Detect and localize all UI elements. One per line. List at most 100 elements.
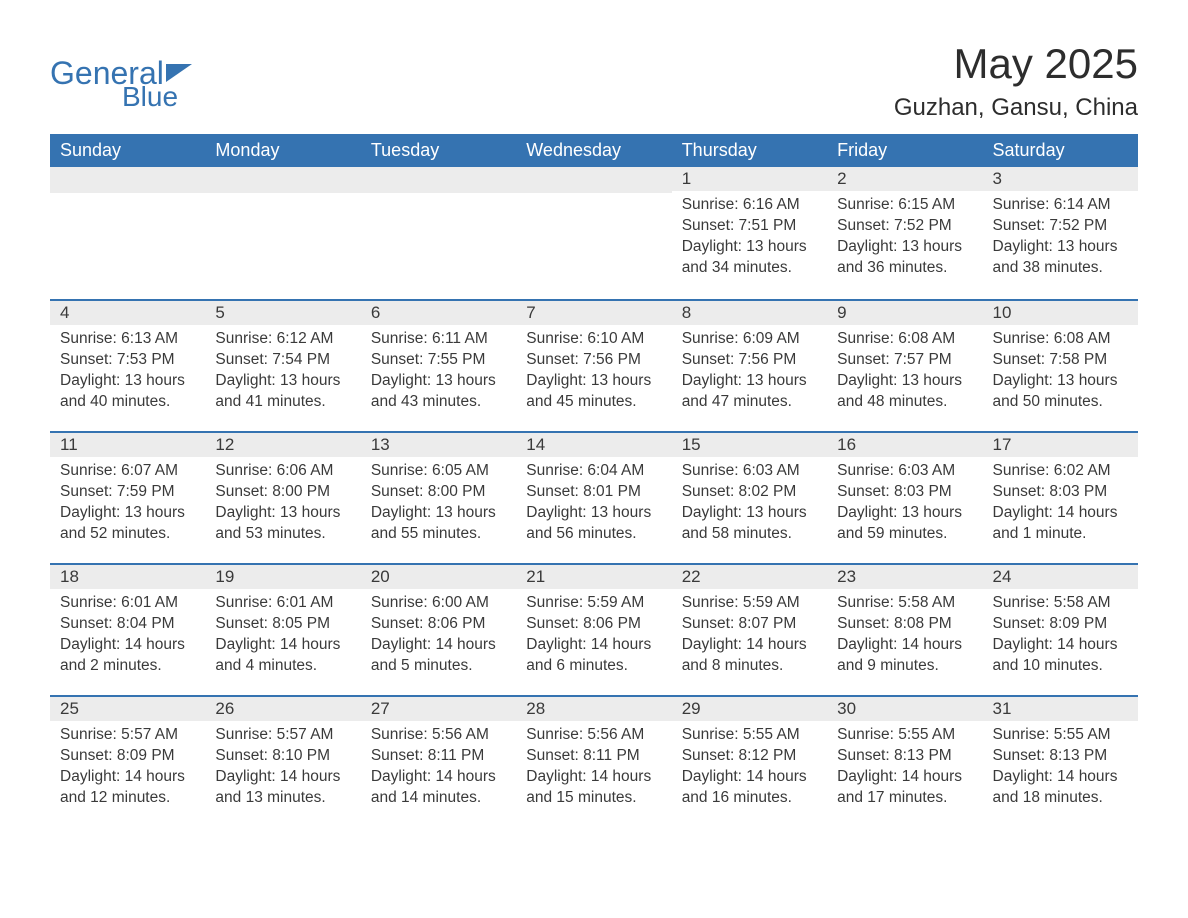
- day-number: 20: [361, 563, 516, 589]
- day-number: 16: [827, 431, 982, 457]
- sunset-text: Sunset: 7:56 PM: [526, 350, 661, 371]
- day-body: Sunrise: 6:02 AMSunset: 8:03 PMDaylight:…: [983, 457, 1138, 551]
- sunrise-text: Sunrise: 6:03 AM: [837, 461, 972, 482]
- day-cell: 19Sunrise: 6:01 AMSunset: 8:05 PMDayligh…: [205, 563, 360, 695]
- week-row: 1Sunrise: 6:16 AMSunset: 7:51 PMDaylight…: [50, 167, 1138, 299]
- sunrise-text: Sunrise: 6:06 AM: [215, 461, 350, 482]
- day-header: Monday: [205, 134, 360, 167]
- day-number: 15: [672, 431, 827, 457]
- day-cell: 3Sunrise: 6:14 AMSunset: 7:52 PMDaylight…: [983, 167, 1138, 299]
- sunset-text: Sunset: 7:57 PM: [837, 350, 972, 371]
- day-header: Tuesday: [361, 134, 516, 167]
- sunset-text: Sunset: 8:00 PM: [215, 482, 350, 503]
- sunrise-text: Sunrise: 6:00 AM: [371, 593, 506, 614]
- day-body: Sunrise: 6:07 AMSunset: 7:59 PMDaylight:…: [50, 457, 205, 551]
- sunset-text: Sunset: 7:55 PM: [371, 350, 506, 371]
- day-body: Sunrise: 6:08 AMSunset: 7:58 PMDaylight:…: [983, 325, 1138, 419]
- day-cell: 12Sunrise: 6:06 AMSunset: 8:00 PMDayligh…: [205, 431, 360, 563]
- sunrise-text: Sunrise: 6:16 AM: [682, 195, 817, 216]
- day-cell: [516, 167, 671, 299]
- daylight-text: Daylight: 13 hours and 36 minutes.: [837, 237, 972, 279]
- empty-day-header: [516, 167, 671, 193]
- calendar-body: 1Sunrise: 6:16 AMSunset: 7:51 PMDaylight…: [50, 167, 1138, 827]
- sunrise-text: Sunrise: 6:04 AM: [526, 461, 661, 482]
- sunset-text: Sunset: 7:51 PM: [682, 216, 817, 237]
- day-number: 11: [50, 431, 205, 457]
- day-number: 13: [361, 431, 516, 457]
- daylight-text: Daylight: 13 hours and 56 minutes.: [526, 503, 661, 545]
- day-cell: 11Sunrise: 6:07 AMSunset: 7:59 PMDayligh…: [50, 431, 205, 563]
- day-body: Sunrise: 6:08 AMSunset: 7:57 PMDaylight:…: [827, 325, 982, 419]
- month-title: May 2025: [894, 40, 1138, 88]
- sunrise-text: Sunrise: 6:08 AM: [837, 329, 972, 350]
- daylight-text: Daylight: 14 hours and 2 minutes.: [60, 635, 195, 677]
- header: General Blue May 2025 Guzhan, Gansu, Chi…: [50, 40, 1138, 122]
- day-body: Sunrise: 6:16 AMSunset: 7:51 PMDaylight:…: [672, 191, 827, 285]
- daylight-text: Daylight: 14 hours and 12 minutes.: [60, 767, 195, 809]
- sunset-text: Sunset: 8:09 PM: [993, 614, 1128, 635]
- day-cell: 18Sunrise: 6:01 AMSunset: 8:04 PMDayligh…: [50, 563, 205, 695]
- day-cell: [50, 167, 205, 299]
- sunset-text: Sunset: 8:13 PM: [993, 746, 1128, 767]
- calendar-table: SundayMondayTuesdayWednesdayThursdayFrid…: [50, 134, 1138, 827]
- daylight-text: Daylight: 14 hours and 8 minutes.: [682, 635, 817, 677]
- day-header: Sunday: [50, 134, 205, 167]
- day-cell: 21Sunrise: 5:59 AMSunset: 8:06 PMDayligh…: [516, 563, 671, 695]
- sunset-text: Sunset: 7:52 PM: [993, 216, 1128, 237]
- sunrise-text: Sunrise: 6:14 AM: [993, 195, 1128, 216]
- daylight-text: Daylight: 14 hours and 1 minute.: [993, 503, 1128, 545]
- day-body: Sunrise: 5:59 AMSunset: 8:07 PMDaylight:…: [672, 589, 827, 683]
- day-body: Sunrise: 6:04 AMSunset: 8:01 PMDaylight:…: [516, 457, 671, 551]
- day-number: 30: [827, 695, 982, 721]
- day-cell: 15Sunrise: 6:03 AMSunset: 8:02 PMDayligh…: [672, 431, 827, 563]
- day-number: 25: [50, 695, 205, 721]
- sunset-text: Sunset: 8:03 PM: [837, 482, 972, 503]
- day-header: Thursday: [672, 134, 827, 167]
- sunrise-text: Sunrise: 5:57 AM: [60, 725, 195, 746]
- daylight-text: Daylight: 14 hours and 13 minutes.: [215, 767, 350, 809]
- day-body: Sunrise: 6:03 AMSunset: 8:03 PMDaylight:…: [827, 457, 982, 551]
- day-number: 2: [827, 167, 982, 191]
- sunrise-text: Sunrise: 5:55 AM: [837, 725, 972, 746]
- day-cell: 25Sunrise: 5:57 AMSunset: 8:09 PMDayligh…: [50, 695, 205, 827]
- day-header: Friday: [827, 134, 982, 167]
- sunrise-text: Sunrise: 6:12 AM: [215, 329, 350, 350]
- day-body: Sunrise: 5:56 AMSunset: 8:11 PMDaylight:…: [361, 721, 516, 815]
- day-number: 19: [205, 563, 360, 589]
- logo-triangle-icon: [166, 64, 192, 82]
- day-number: 27: [361, 695, 516, 721]
- sunrise-text: Sunrise: 5:56 AM: [526, 725, 661, 746]
- day-header: Wednesday: [516, 134, 671, 167]
- day-cell: 30Sunrise: 5:55 AMSunset: 8:13 PMDayligh…: [827, 695, 982, 827]
- sunset-text: Sunset: 8:10 PM: [215, 746, 350, 767]
- sunset-text: Sunset: 7:53 PM: [60, 350, 195, 371]
- daylight-text: Daylight: 14 hours and 5 minutes.: [371, 635, 506, 677]
- daylight-text: Daylight: 14 hours and 17 minutes.: [837, 767, 972, 809]
- day-header-row: SundayMondayTuesdayWednesdayThursdayFrid…: [50, 134, 1138, 167]
- day-number: 4: [50, 299, 205, 325]
- day-cell: 27Sunrise: 5:56 AMSunset: 8:11 PMDayligh…: [361, 695, 516, 827]
- sunrise-text: Sunrise: 6:05 AM: [371, 461, 506, 482]
- day-body: Sunrise: 5:55 AMSunset: 8:13 PMDaylight:…: [983, 721, 1138, 815]
- daylight-text: Daylight: 14 hours and 18 minutes.: [993, 767, 1128, 809]
- sunset-text: Sunset: 8:06 PM: [526, 614, 661, 635]
- sunrise-text: Sunrise: 5:55 AM: [993, 725, 1128, 746]
- sunset-text: Sunset: 8:01 PM: [526, 482, 661, 503]
- day-body: Sunrise: 5:58 AMSunset: 8:09 PMDaylight:…: [983, 589, 1138, 683]
- daylight-text: Daylight: 14 hours and 6 minutes.: [526, 635, 661, 677]
- empty-day-header: [205, 167, 360, 193]
- sunset-text: Sunset: 8:04 PM: [60, 614, 195, 635]
- day-number: 9: [827, 299, 982, 325]
- sunrise-text: Sunrise: 6:10 AM: [526, 329, 661, 350]
- daylight-text: Daylight: 14 hours and 4 minutes.: [215, 635, 350, 677]
- day-header: Saturday: [983, 134, 1138, 167]
- day-cell: 4Sunrise: 6:13 AMSunset: 7:53 PMDaylight…: [50, 299, 205, 431]
- day-number: 22: [672, 563, 827, 589]
- day-body: Sunrise: 6:06 AMSunset: 8:00 PMDaylight:…: [205, 457, 360, 551]
- sunrise-text: Sunrise: 6:09 AM: [682, 329, 817, 350]
- day-cell: [361, 167, 516, 299]
- sunrise-text: Sunrise: 6:11 AM: [371, 329, 506, 350]
- day-body: Sunrise: 6:12 AMSunset: 7:54 PMDaylight:…: [205, 325, 360, 419]
- day-body: Sunrise: 5:57 AMSunset: 8:09 PMDaylight:…: [50, 721, 205, 815]
- title-block: May 2025 Guzhan, Gansu, China: [894, 40, 1138, 122]
